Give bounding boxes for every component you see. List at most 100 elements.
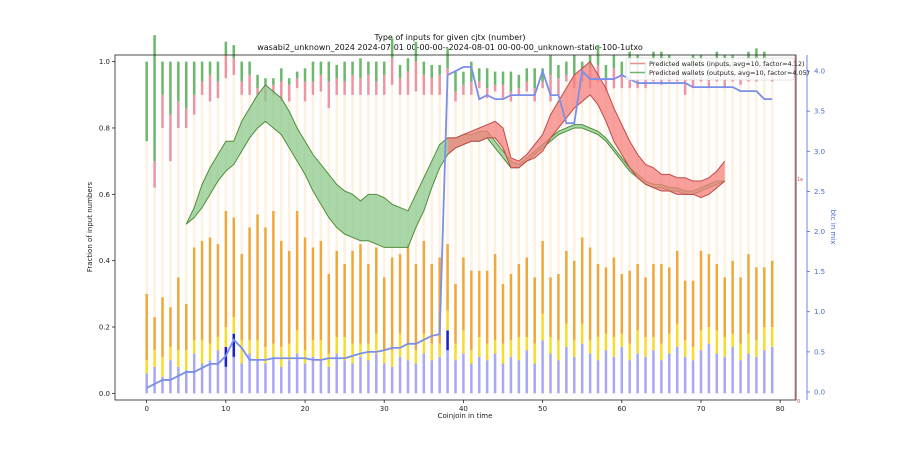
bar-pink bbox=[707, 78, 711, 89]
bar-green bbox=[565, 61, 568, 75]
y3-axis-marker: 1e bbox=[797, 177, 803, 183]
bar-green bbox=[303, 68, 307, 82]
bar-orange bbox=[470, 270, 473, 351]
bar-blue_light bbox=[652, 350, 655, 394]
bar-pink bbox=[414, 61, 418, 92]
bar-green bbox=[177, 61, 180, 102]
bar-orange bbox=[517, 263, 521, 337]
bar-green bbox=[446, 48, 449, 69]
bar-blue_light bbox=[406, 360, 410, 394]
bar-blue_light bbox=[185, 370, 188, 394]
bar-orange bbox=[557, 273, 560, 341]
bar-blue_light bbox=[311, 356, 315, 394]
bar-orange bbox=[462, 257, 465, 331]
bar-blue_light bbox=[573, 356, 576, 394]
bar-yellow bbox=[691, 346, 695, 361]
bar-pink bbox=[517, 88, 521, 95]
bar-cream bbox=[256, 94, 259, 215]
bar-green bbox=[280, 68, 283, 82]
bar-blue_light bbox=[367, 360, 370, 394]
bar-yellow bbox=[636, 330, 639, 354]
bar-blue_light bbox=[770, 346, 774, 394]
bar-pink bbox=[224, 55, 228, 79]
x-tick-label: 10 bbox=[221, 405, 230, 413]
bar-yellow bbox=[248, 340, 251, 354]
bar-blue_light bbox=[256, 360, 259, 394]
bar-cream bbox=[604, 91, 608, 268]
y2-tick-label: 2.5 bbox=[814, 188, 825, 196]
bar-yellow bbox=[169, 346, 172, 361]
bar-green bbox=[517, 74, 521, 89]
bar-cream bbox=[707, 88, 711, 255]
bar-blue_light bbox=[485, 360, 489, 394]
bar-yellow bbox=[303, 350, 307, 364]
bar-blue_light bbox=[200, 363, 204, 394]
bar-yellow bbox=[565, 323, 568, 347]
bar-cream bbox=[422, 94, 426, 241]
bar-yellow bbox=[185, 350, 188, 371]
bar-orange bbox=[390, 257, 394, 351]
band-inputs-lower-line bbox=[447, 94, 726, 199]
bar-green bbox=[319, 61, 323, 75]
bar-pink bbox=[430, 78, 434, 95]
bar-blue_light bbox=[580, 343, 584, 394]
bar-blue_light bbox=[644, 356, 647, 394]
bar-blue_light bbox=[755, 356, 758, 394]
bar-cream bbox=[549, 101, 552, 278]
bar-yellow bbox=[390, 350, 394, 367]
bar-yellow bbox=[232, 317, 236, 334]
bar-yellow bbox=[683, 340, 687, 357]
y2-tick-label: 0.5 bbox=[814, 348, 825, 356]
bar-blue_light bbox=[216, 350, 220, 394]
bar-pink bbox=[319, 74, 323, 92]
bar-cream bbox=[398, 94, 402, 255]
bar-green bbox=[422, 61, 426, 75]
bar-yellow bbox=[145, 360, 148, 374]
bar-orange bbox=[620, 273, 624, 334]
legend-box bbox=[625, 57, 795, 81]
bar-orange bbox=[224, 210, 228, 328]
bar-yellow bbox=[462, 330, 465, 354]
legend: Predicted wallets (inputs, avg=10, facto… bbox=[625, 57, 809, 81]
bar-blue_light bbox=[177, 366, 180, 394]
bar-blue_light bbox=[517, 360, 521, 394]
bar-green bbox=[375, 61, 378, 82]
bar-orange bbox=[264, 227, 267, 347]
x-tick-label: 40 bbox=[459, 405, 468, 413]
bar-yellow bbox=[351, 343, 354, 364]
bar-green bbox=[541, 68, 544, 82]
bar-yellow bbox=[311, 340, 315, 357]
bar-yellow bbox=[375, 333, 378, 354]
bar-yellow bbox=[509, 340, 513, 357]
bar-pink bbox=[343, 81, 346, 95]
bar-blue_light bbox=[699, 350, 703, 394]
bar-cream bbox=[367, 94, 370, 264]
y-tick-label: 0.8 bbox=[99, 124, 110, 132]
bar-cream bbox=[351, 94, 354, 251]
bar-blue_light bbox=[691, 360, 695, 394]
bar-cream bbox=[525, 91, 529, 258]
bar-yellow bbox=[573, 340, 576, 357]
bar-yellow bbox=[454, 343, 457, 361]
bar-pink bbox=[351, 74, 354, 95]
bar-orange bbox=[327, 273, 331, 354]
x-tick-label: 60 bbox=[617, 405, 626, 413]
bar-orange bbox=[723, 277, 726, 337]
bar-orange bbox=[739, 277, 742, 344]
bar-pink bbox=[185, 108, 188, 128]
bar-pink bbox=[557, 78, 560, 95]
y2-tick-label: 3.0 bbox=[814, 148, 825, 156]
bar-cream bbox=[541, 88, 544, 241]
bar-yellow bbox=[755, 340, 758, 357]
bar-blue_light bbox=[272, 356, 275, 394]
y-tick-label: 0.2 bbox=[99, 324, 110, 332]
bar-cream bbox=[454, 101, 457, 284]
bar-cream bbox=[533, 101, 536, 278]
band-inputs-upper-line bbox=[447, 60, 726, 182]
bar-green bbox=[216, 61, 220, 82]
bar-blue_light bbox=[493, 353, 497, 394]
bar-cream bbox=[280, 101, 283, 241]
bar-green bbox=[485, 68, 489, 89]
bar-green bbox=[240, 61, 243, 82]
bar-cream bbox=[177, 127, 180, 278]
